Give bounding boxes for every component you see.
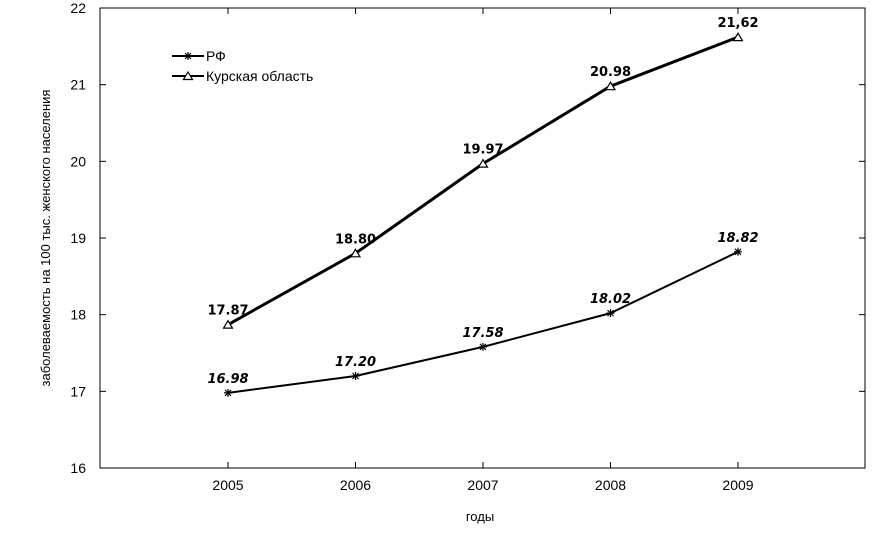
data-point-star [479,342,487,351]
data-label: 17.58 [462,326,503,341]
x-tick-label: 2009 [722,477,753,493]
legend-item: Курская область [172,68,313,84]
legend-label: Курская область [206,68,313,84]
data-label: 21,62 [717,16,758,31]
legend-marker-star [184,52,192,60]
legend-marker-triangle [182,70,194,81]
data-label: 17.20 [335,355,376,370]
series-line [227,250,739,394]
y-tick-label: 18 [70,307,86,323]
data-point-star [351,372,360,380]
y-tick-label: 22 [70,0,86,16]
legend-item: РФ [172,48,226,64]
data-label: 18.02 [590,292,631,307]
data-label: 20.98 [590,65,631,80]
y-axis: 16 17 18 19 20 21 22 [70,0,865,476]
y-tick-label: 19 [70,230,86,246]
data-point-triangle [349,248,362,258]
data-point-star [734,247,742,256]
x-axis-title: годы [466,509,494,524]
x-tick-label: 2006 [340,477,371,493]
data-point-triangle [222,319,234,329]
x-axis: 2005 2006 2007 2008 2009 [212,8,754,493]
data-label: 17.87 [207,304,248,319]
y-tick-label: 20 [70,153,86,169]
x-tick-label: 2008 [595,477,626,493]
y-axis-title: заболеваемость на 100 тыс. женского насе… [38,90,53,387]
data-point-triangle [732,31,744,42]
y-tick-label: 16 [70,460,86,476]
data-label: 18.82 [717,231,758,246]
data-point-triangle [604,81,617,91]
series-1 [224,247,742,397]
data-point-star [606,309,615,318]
data-labels: 16.98 17.20 17.58 18.02 18.82 17.87 18.80 19.97… [207,16,758,387]
y-tick-label: 21 [70,77,86,93]
x-tick-label: 2007 [467,477,498,493]
data-point-star [224,388,232,397]
series-layer [222,31,744,397]
data-point-triangle [477,158,489,168]
data-label: 18.80 [335,232,376,247]
data-label: 16.98 [207,372,248,387]
data-label: 19.97 [462,143,503,158]
legend-label: РФ [206,48,226,64]
x-tick-label: 2005 [212,477,243,493]
legend: РФ Курская область [172,48,313,84]
y-tick-label: 17 [70,383,86,399]
series-2 [222,31,744,329]
